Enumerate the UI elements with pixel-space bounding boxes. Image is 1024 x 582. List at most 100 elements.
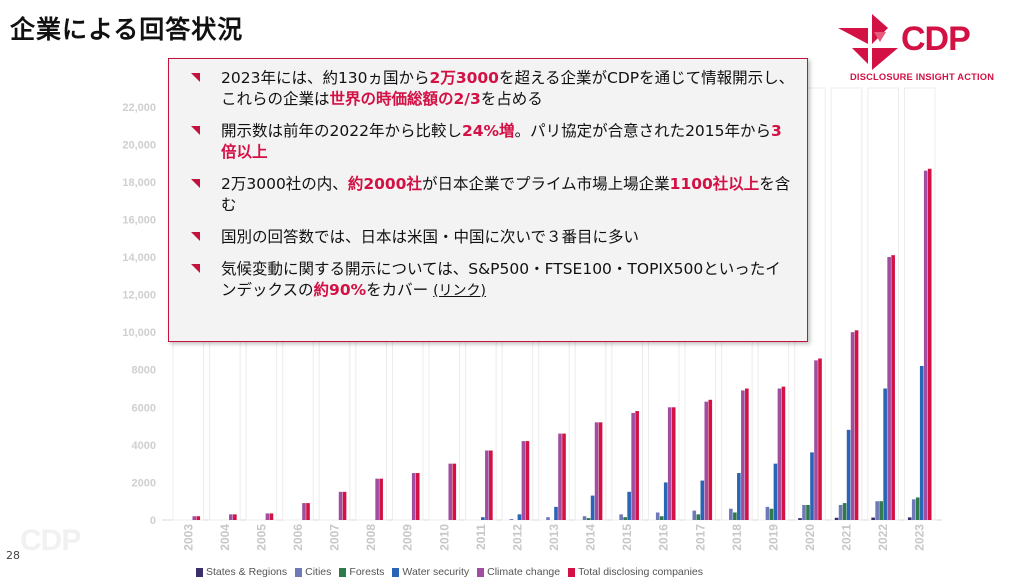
legend-label: Total disclosing companies <box>578 566 704 578</box>
x-tick-label: 2017 <box>693 524 707 551</box>
legend-swatch <box>196 567 203 577</box>
legend-item: Cities <box>295 566 331 578</box>
highlight-text: 1100社以上 <box>669 175 760 193</box>
bar-total-disclosing-companies <box>306 503 310 520</box>
x-tick-label: 2023 <box>913 524 927 551</box>
bar-water-security <box>773 463 778 520</box>
bullet-text: 2万3000社の内、 <box>221 175 348 193</box>
y-tick-label: 6000 <box>132 402 156 414</box>
bar-total-disclosing-companies <box>269 513 274 520</box>
x-tick-label: 2005 <box>254 524 268 551</box>
bar-cities <box>509 519 514 520</box>
bar-cities <box>582 516 587 520</box>
highlight-text: 約2000社 <box>347 175 422 193</box>
y-tick-label: 8000 <box>132 365 156 377</box>
cdp-logo: CDP DISCLOSURE INSIGHT ACTION <box>838 14 1014 86</box>
bar-forests <box>915 497 920 520</box>
bar-climate-change <box>667 407 672 520</box>
bar-climate-change <box>704 401 709 520</box>
bar-water-security <box>554 506 558 520</box>
bar-forests <box>659 516 664 520</box>
x-tick-label: 2014 <box>584 524 598 551</box>
x-tick-label: 2018 <box>730 524 744 551</box>
x-tick-label: 2015 <box>620 524 634 551</box>
bar-states-regions <box>871 517 875 520</box>
bar-total-disclosing-companies <box>708 399 713 520</box>
y-tick-label: 2000 <box>132 477 156 489</box>
y-tick-label: 22,000 <box>122 102 156 114</box>
y-tick-label: 16,000 <box>122 214 156 226</box>
summary-callout: 2023年には、約130ヵ国から2万3000を超える企業がCDPを通じて情報開示… <box>168 58 808 342</box>
cdp-logo-tagline: DISCLOSURE INSIGHT ACTION <box>850 72 995 82</box>
bar-total-disclosing-companies <box>196 516 201 520</box>
bar-total-disclosing-companies <box>342 491 347 520</box>
bullet-triangle-icon <box>191 232 200 241</box>
legend-swatch <box>295 567 303 577</box>
bar-climate-change <box>302 503 306 520</box>
y-tick-label: 14,000 <box>122 252 156 264</box>
bar-forests <box>696 514 701 520</box>
bar-water-security <box>700 480 705 520</box>
bullet-text: 。パリ協定が合意された2015年から <box>514 122 772 140</box>
bar-cities <box>619 514 623 520</box>
summary-bullet: 開示数は前年の2022年から比較し24%増。パリ協定が合意された2015年から3… <box>169 121 807 163</box>
bullet-triangle-icon <box>191 73 200 82</box>
bar-cities <box>838 504 843 520</box>
bar-states-regions <box>834 517 839 520</box>
bullet-triangle-icon <box>191 179 200 188</box>
bar-cities <box>875 501 879 520</box>
bullet-text: を超える企業がCDPを通じて情報開示し、これらの企業は <box>221 69 795 108</box>
page-number: 28 <box>6 549 20 562</box>
x-tick-label: 2003 <box>181 524 195 551</box>
chart-legend: States & Regions Cities Forests Water secur… <box>196 565 703 579</box>
bar-water-security <box>846 429 851 520</box>
legend-label: States & Regions <box>206 566 288 578</box>
legend-label: Climate change <box>487 566 561 578</box>
x-tick-label: 2009 <box>401 524 415 551</box>
legend-label: Water security <box>402 566 470 578</box>
y-tick-label: 10,000 <box>122 327 156 339</box>
legend-item: Forests <box>339 566 384 578</box>
legend-swatch <box>392 567 400 577</box>
bar-water-security <box>590 495 595 520</box>
bar-climate-change <box>814 360 818 520</box>
highlight-text: 3倍以上 <box>221 122 782 161</box>
bar-climate-change <box>375 478 379 520</box>
bar-climate-change <box>923 170 928 520</box>
bar-climate-change <box>485 450 489 520</box>
bar-states-regions <box>798 518 802 520</box>
summary-bullet: 2万3000社の内、約2000社が日本企業でプライム市場上場企業1100社以上を… <box>169 174 807 216</box>
bar-total-disclosing-companies <box>562 433 566 520</box>
watermark-logo: CDP <box>20 524 81 557</box>
x-tick-label: 2016 <box>657 524 671 551</box>
summary-bullet: 国別の回答数では、日本は米国・中国に次いで３番目に多い <box>169 227 807 248</box>
summary-bullet: 気候変動に関する開示については、S&P500・FTSE100・TOPIX500と… <box>169 259 807 302</box>
bullet-text: が日本企業でプライム市場上場企業 <box>421 175 670 193</box>
page-title: 企業による回答状況 <box>10 15 244 44</box>
legend-item: Climate change <box>477 566 560 578</box>
bar-water-security <box>883 388 887 520</box>
bar-climate-change <box>338 491 343 520</box>
bar-total-disclosing-companies <box>781 386 786 520</box>
x-tick-label: 2022 <box>876 524 890 551</box>
bar-total-disclosing-companies <box>233 514 237 520</box>
bullet-triangle-icon <box>191 264 200 273</box>
bar-climate-change <box>594 422 599 520</box>
bar-cities <box>802 504 806 520</box>
source-link[interactable]: (リンク) <box>433 283 487 299</box>
bar-total-disclosing-companies <box>927 168 932 521</box>
y-tick-label: 20,000 <box>122 139 156 151</box>
summary-bullets: 2023年には、約130ヵ国から2万3000を超える企業がCDPを通じて情報開示… <box>169 59 807 302</box>
y-tick-label: 18,000 <box>122 177 156 189</box>
cdp-logo-text: CDP <box>901 20 971 58</box>
bar-total-disclosing-companies <box>818 358 822 520</box>
x-tick-label: 2006 <box>291 524 305 551</box>
x-tick-label: 2008 <box>364 524 378 551</box>
x-tick-label: 2020 <box>803 524 817 551</box>
cdp-logo-mark-icon <box>838 14 898 70</box>
x-tick-label: 2021 <box>840 524 854 551</box>
bar-total-disclosing-companies <box>415 473 420 520</box>
bar-climate-change <box>631 412 635 520</box>
category-frame <box>830 87 863 521</box>
x-tick-label: 2007 <box>328 524 342 551</box>
